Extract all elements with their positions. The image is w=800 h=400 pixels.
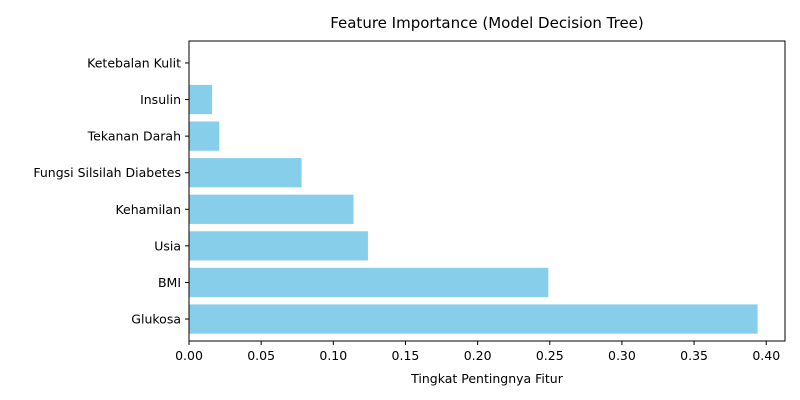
bar-bmi: [189, 267, 549, 298]
y-tick-label: Glukosa: [131, 312, 181, 327]
y-tick-label: BMI: [158, 275, 181, 290]
bar-insulin: [189, 84, 213, 115]
y-axis-ticks: Glukosa BMI Usia Kehamilan Fungsi Silsilah D…: [33, 55, 189, 327]
x-axis-ticks: 0.00 0.05 0.10 0.15 0.20 0.25 0.30 0.35 0.40: [175, 341, 780, 363]
x-tick-label: 0.30: [608, 348, 636, 363]
x-tick-label: 0.40: [752, 348, 780, 363]
x-tick-label: 0.25: [536, 348, 564, 363]
x-tick-label: 0.05: [247, 348, 275, 363]
plot-frame: [188, 40, 786, 342]
x-tick-label: 0.15: [392, 348, 420, 363]
y-tick-label: Ketebalan Kulit: [87, 55, 181, 70]
x-axis-label: Tingkat Pentingnya Fitur: [410, 371, 564, 386]
y-tick-label: Fungsi Silsilah Diabetes: [33, 165, 181, 180]
x-tick-label: 0.20: [464, 348, 492, 363]
bars-group: [189, 84, 758, 334]
y-tick-label: Insulin: [140, 92, 181, 107]
y-tick-label: Usia: [154, 238, 181, 253]
y-tick-label: Tekanan Darah: [87, 129, 181, 144]
x-tick-label: 0.10: [319, 348, 347, 363]
x-tick-label: 0.00: [175, 348, 203, 363]
x-tick-label: 0.35: [680, 348, 708, 363]
bar-tekanan-darah: [189, 121, 220, 151]
bar-glukosa: [189, 304, 758, 334]
chart-title: Feature Importance (Model Decision Tree): [330, 14, 644, 32]
y-tick-label: Kehamilan: [115, 202, 181, 217]
bar-kehamilan: [189, 194, 354, 224]
bar-usia: [189, 231, 368, 261]
bar-fungsi-silsilah-diabetes: [189, 158, 302, 188]
